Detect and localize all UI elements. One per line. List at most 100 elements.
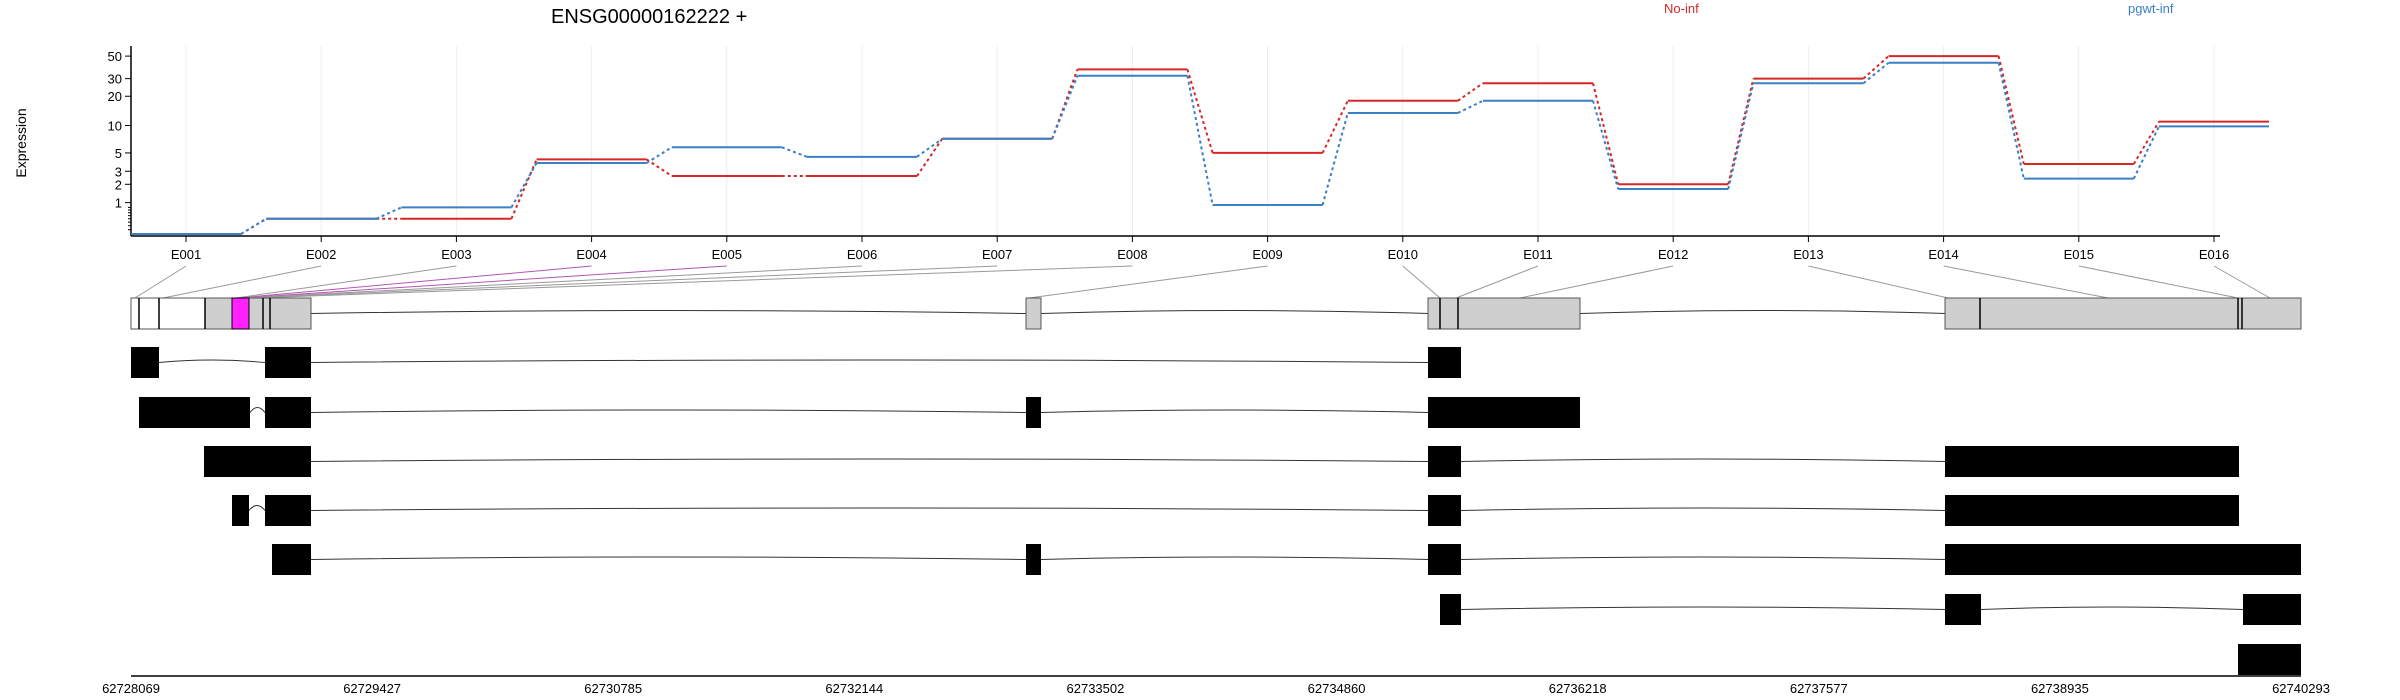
genomic-coordinate-label: 62737577: [1790, 681, 1848, 696]
x-tick-label-e015: E015: [2064, 247, 2094, 262]
transcript-intron: [1040, 556, 1429, 560]
transcript-exon: [265, 397, 311, 428]
transcript-exon: [272, 544, 311, 575]
gene-intron: [310, 310, 1027, 314]
series-connector: [1186, 75, 1214, 206]
transcript-exon: [139, 397, 250, 428]
gene-exon-box: [204, 297, 312, 330]
series-connector: [510, 159, 538, 220]
series-connector: [916, 138, 944, 177]
series-connector: [646, 158, 673, 177]
y-tick-label: 50: [108, 49, 122, 64]
genomic-coordinate-label: 62733502: [1067, 681, 1125, 696]
y-tick-label: 30: [108, 72, 122, 87]
gridlines: [185, 46, 2215, 236]
transcript-exon: [2243, 594, 2301, 625]
series-connector: [2132, 125, 2160, 180]
connector-e005: [239, 265, 727, 299]
transcript-exon: [265, 347, 311, 378]
transcript-exon: [1026, 544, 1041, 575]
transcript-exon: [1428, 495, 1461, 526]
x-tick-label-e005: E005: [712, 247, 742, 262]
series-connector: [1051, 69, 1079, 140]
exon-connectors: [134, 265, 2271, 299]
legend-entry-no-inf: No-inf: [1664, 1, 1699, 16]
transcript-intron: [248, 505, 266, 511]
connector-e009: [1028, 265, 1268, 299]
transcript-intron: [310, 507, 1429, 511]
transcript-intron: [1460, 606, 1946, 610]
genomic-coordinate-label: 62729427: [343, 681, 401, 696]
genomic-coordinate-label: 62730785: [584, 681, 642, 696]
connector-e016: [2213, 265, 2271, 299]
gene-exon-box: [1944, 297, 2302, 330]
transcript-exon: [1428, 544, 1461, 575]
transcript-intron: [158, 359, 266, 363]
x-tick-label-e003: E003: [441, 247, 471, 262]
genomic-coordinate-label: 62732144: [825, 681, 883, 696]
connector-e003: [235, 265, 457, 299]
plot-header: ENSG00000162222 + No-inf pgwt-inf Expres…: [13, 1, 2174, 178]
series-connector: [240, 217, 267, 235]
connector-e006: [241, 265, 863, 299]
transcript-exon: [1945, 446, 2239, 477]
transcript-intron: [1460, 458, 1946, 462]
gene-exon-box: [1025, 297, 1042, 330]
connector-e013: [1808, 265, 1949, 299]
y-tick-label: 1: [115, 196, 122, 211]
transcript-3: [204, 446, 2239, 477]
transcript-intron: [249, 407, 266, 413]
transcript-exon: [1945, 594, 1981, 625]
transcript-exon: [204, 446, 311, 477]
transcript-exon: [1440, 594, 1461, 625]
y-tick-label: 10: [108, 119, 122, 134]
transcript-intron: [1980, 606, 2244, 610]
axes: 1 23 5 10 20 30 50 E001 E002 E003 E004 E005 E006 E007…: [108, 46, 2229, 262]
connector-e011: [1455, 265, 1539, 299]
connector-e001: [134, 265, 187, 299]
series-connector: [375, 206, 402, 220]
connector-e014: [1943, 265, 2109, 299]
y-tick-label: 2: [115, 177, 122, 192]
transcript-exon: [1945, 495, 2239, 526]
genomic-coordinate-label: 62740293: [2272, 681, 2330, 696]
highlighted-exon: [231, 297, 250, 330]
series-connector: [646, 146, 673, 164]
transcript-6: [1440, 594, 2301, 625]
x-tick-label-e013: E013: [1793, 247, 1823, 262]
connector-e007: [243, 265, 998, 299]
x-tick-label-e006: E006: [847, 247, 877, 262]
x-tick-label-e004: E004: [576, 247, 606, 262]
transcript-1: [131, 347, 1461, 378]
series-connector: [1592, 100, 1620, 190]
series-connector: [1997, 62, 2025, 179]
y-tick-label: 20: [108, 89, 122, 104]
connector-e010: [1402, 265, 1441, 299]
series-connector: [2132, 121, 2160, 165]
series-connector: [1051, 75, 1079, 140]
series-connector: [916, 137, 943, 158]
transcript-intron: [1460, 556, 1946, 560]
legend-entry-pgwt-inf: pgwt-inf: [2128, 1, 2174, 16]
x-tick-label-e010: E010: [1388, 247, 1418, 262]
connector-e004: [237, 265, 592, 299]
transcript-exon: [2238, 644, 2301, 675]
transcript-5: [272, 544, 2301, 575]
transcript-intron: [310, 458, 1429, 462]
gene-intron: [1040, 310, 1429, 314]
gene-exon-box: [130, 297, 206, 330]
y-tick-label: 3: [115, 164, 122, 179]
x-tick-label-e008: E008: [1117, 247, 1147, 262]
gene-model: [130, 297, 2302, 330]
x-tick-label-e014: E014: [1928, 247, 1958, 262]
y-axis-label: Expression: [13, 108, 29, 177]
transcript-exon: [1945, 544, 2301, 575]
gene-exon-box: [1427, 297, 1581, 330]
connector-e008: [254, 265, 1133, 299]
series-lines: [131, 55, 2269, 235]
transcript-4: [232, 495, 2239, 526]
x-tick-label-e011: E011: [1523, 247, 1552, 262]
transcript-intron: [310, 556, 1027, 560]
genomic-coordinate-label: 62736218: [1549, 681, 1607, 696]
